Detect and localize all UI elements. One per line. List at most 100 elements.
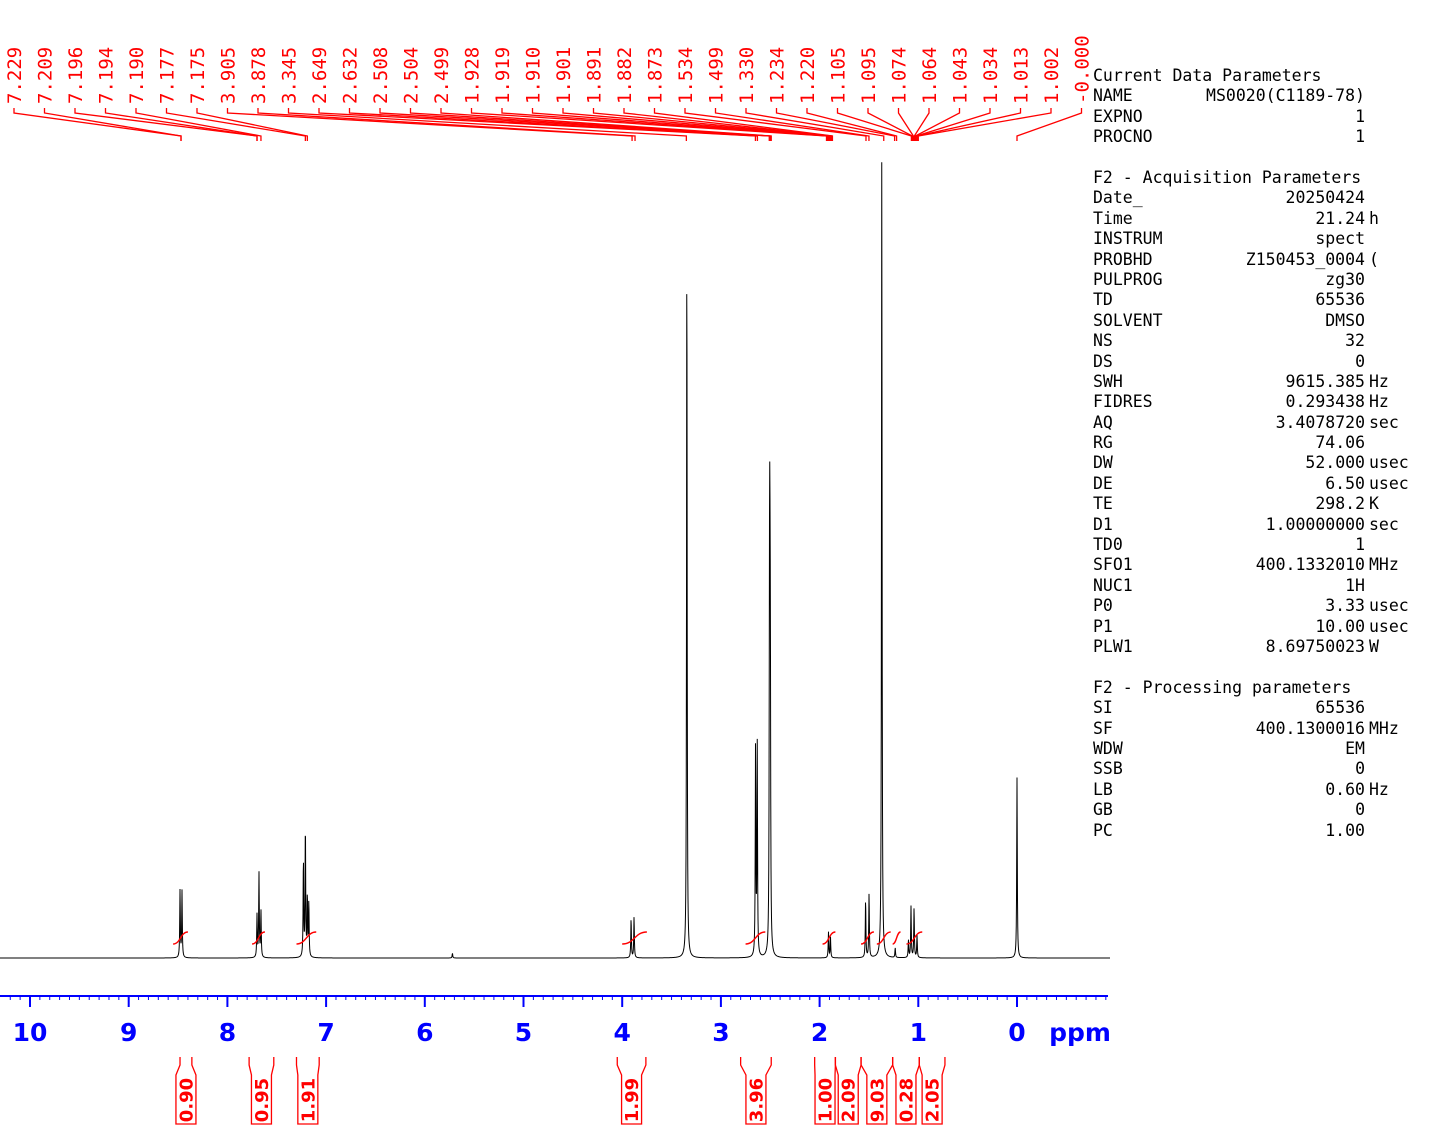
peak-label: 7.177: [157, 47, 179, 104]
param-row: SOLVENT DMSO: [1093, 311, 1433, 331]
param-value: 3.4078720: [1275, 412, 1365, 432]
param-unit: sec: [1369, 412, 1399, 432]
param-key: NAME: [1093, 86, 1133, 106]
peak-leader-line: [440, 108, 772, 141]
param-unit: Hz: [1369, 392, 1389, 412]
peak-leader-line: [913, 108, 930, 141]
integral-value: 0.28: [896, 1078, 917, 1122]
param-key: Time: [1093, 208, 1133, 228]
param-row: WDW EM: [1093, 739, 1433, 759]
param-key: NS: [1093, 331, 1113, 351]
peak-leader-line: [836, 108, 913, 141]
integral-bracket: [739, 1057, 772, 1125]
integral-bracket-group: 0.90 0.95 1.91 1.99 3.96 1.00 2.09 9.03 0.28 2.05: [175, 1057, 946, 1125]
param-value: 65536: [1315, 698, 1365, 718]
peak-leader-line: [623, 108, 833, 141]
integral-bracket: [248, 1057, 275, 1125]
param-key: SSB: [1093, 759, 1123, 779]
param-row: D1 1.00000000 sec: [1093, 515, 1433, 535]
param-unit: usec: [1369, 473, 1409, 493]
peak-leader-line: [653, 108, 834, 141]
peak-label: 1.891: [584, 47, 606, 104]
integral-curve: [745, 931, 766, 945]
param-key: SFO1: [1093, 555, 1133, 575]
peak-label: 1.919: [492, 47, 514, 104]
param-row: PLW1 8.69750023 W: [1093, 637, 1433, 657]
param-key: SWH: [1093, 371, 1123, 391]
tick-label: 0: [1008, 1018, 1025, 1047]
peak-label: 7.196: [65, 47, 87, 104]
param-key: RG: [1093, 433, 1113, 453]
param-row: SF 400.1300016 MHz: [1093, 719, 1433, 739]
param-value: 9615.385: [1285, 371, 1365, 391]
peak-leader-line: [592, 108, 832, 141]
peak-label: 1.873: [645, 47, 667, 104]
spectrum-group: [0, 162, 1110, 959]
integral-curve: [860, 931, 875, 945]
param-value: 0.293438: [1285, 392, 1365, 412]
param-row: NUC1 1H: [1093, 576, 1433, 596]
tick-label: 6: [416, 1018, 433, 1047]
param-unit: Hz: [1369, 779, 1389, 799]
tick-label: 7: [317, 1018, 334, 1047]
param-row: RG 74.06: [1093, 433, 1433, 453]
integral-value: 3.96: [746, 1078, 767, 1122]
param-row: FIDRES 0.293438 Hz: [1093, 392, 1433, 412]
tick-label: 2: [811, 1018, 828, 1047]
peak-label: 1.928: [462, 47, 484, 104]
param-row: Time 21.24 h: [1093, 209, 1433, 229]
peak-label: -0.000: [1072, 35, 1094, 104]
acquisition-params-list: Date_ 20250424 Time 21.24 h INSTRUM spect PROBH…: [1093, 188, 1433, 657]
param-key: PROBHD: [1093, 249, 1153, 269]
integral-value: 9.03: [867, 1078, 888, 1122]
param-unit: usec: [1369, 453, 1409, 473]
peak-label: 1.064: [919, 47, 941, 104]
param-value: 65536: [1315, 290, 1365, 310]
integral-bracket: [834, 1057, 862, 1125]
param-row: NAME MS0020(C1189-78): [1093, 86, 1433, 106]
peak-leader-line: [897, 108, 915, 141]
peak-leader-line: [104, 108, 258, 141]
integral-bracket: [175, 1057, 197, 1125]
param-key: SOLVENT: [1093, 310, 1163, 330]
param-key: PC: [1093, 820, 1113, 840]
integral-curve: [892, 931, 901, 945]
peak-leader-line: [531, 108, 830, 141]
peak-leader-line: [13, 108, 182, 141]
param-key: LB: [1093, 779, 1113, 799]
param-row: DW 52.000 usec: [1093, 453, 1433, 473]
param-row: AQ 3.4078720 sec: [1093, 413, 1433, 433]
integral-value: 1.99: [622, 1078, 643, 1122]
integral-bracket: [860, 1057, 894, 1125]
param-value: 52.000: [1305, 453, 1365, 473]
integral-curve: [296, 931, 317, 945]
peak-label: 1.499: [706, 47, 728, 104]
param-unit: W: [1369, 636, 1379, 656]
param-key: FIDRES: [1093, 392, 1153, 412]
param-row: EXPNO 1: [1093, 107, 1433, 127]
param-key: NUC1: [1093, 575, 1133, 595]
tick-label: 1: [910, 1018, 927, 1047]
param-value: MS0020(C1189-78): [1206, 86, 1365, 106]
integral-value: 0.95: [252, 1078, 273, 1122]
integral-bracket: [918, 1057, 946, 1125]
param-row: PC 1.00: [1093, 821, 1433, 841]
integral-value: 0.90: [176, 1078, 197, 1122]
peak-label: 7.190: [126, 47, 148, 104]
param-value: 10.00: [1315, 616, 1365, 636]
integral-value: 1.00: [816, 1078, 837, 1122]
peak-label: 1.234: [767, 47, 789, 104]
peak-leader-line: [714, 108, 870, 141]
param-value: 74.06: [1315, 433, 1365, 453]
peak-label: 3.905: [218, 47, 240, 104]
param-key: Date_: [1093, 188, 1143, 208]
param-value: 32: [1345, 331, 1365, 351]
param-row: P0 3.33 usec: [1093, 596, 1433, 616]
tick-label: 4: [613, 1018, 630, 1047]
param-row: PROBHD Z150453_0004(: [1093, 250, 1433, 270]
peak-leader-line: [165, 108, 307, 141]
peak-label: 1.013: [1011, 47, 1033, 104]
integral-curve: [906, 931, 923, 945]
param-row: NS 32: [1093, 331, 1433, 351]
param-unit: MHz: [1369, 718, 1399, 738]
